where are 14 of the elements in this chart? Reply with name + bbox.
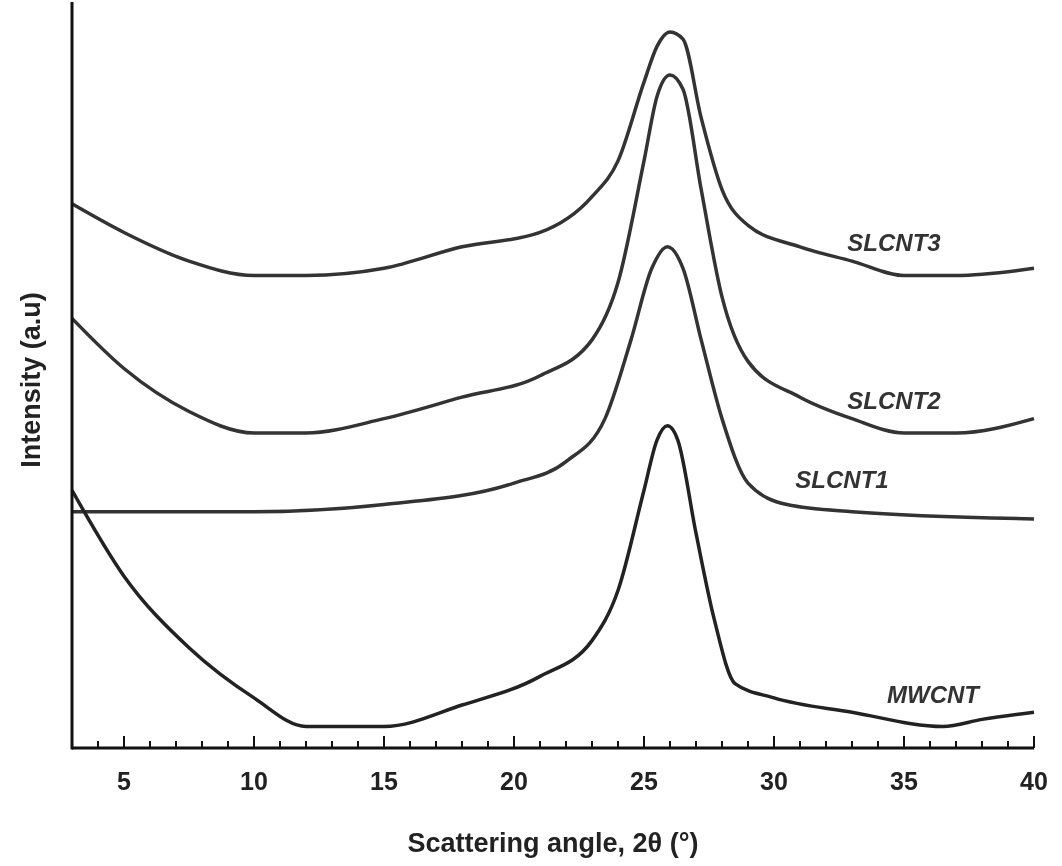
x-tick-label: 35 [890, 767, 918, 795]
x-tick-label: 30 [760, 767, 788, 795]
y-axis-title: Intensity (a.u) [16, 292, 46, 468]
series-label: SLCNT2 [847, 386, 942, 414]
series-label: MWCNT [887, 680, 982, 708]
series-label: SLCNT3 [847, 229, 942, 257]
x-tick-label: 20 [500, 767, 528, 795]
x-tick-label: 40 [1020, 767, 1048, 795]
x-axis-title: Scattering angle, 2θ (°) [407, 828, 699, 858]
x-tick-label: 15 [370, 767, 398, 795]
x-tick-label: 10 [240, 767, 268, 795]
series-label: SLCNT1 [795, 465, 889, 493]
x-tick-label: 25 [630, 767, 658, 795]
x-tick-label: 5 [117, 767, 132, 795]
